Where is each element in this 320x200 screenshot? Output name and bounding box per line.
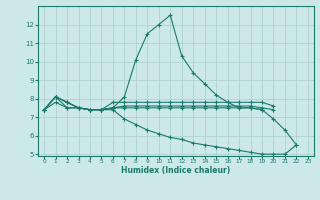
X-axis label: Humidex (Indice chaleur): Humidex (Indice chaleur) [121,166,231,175]
